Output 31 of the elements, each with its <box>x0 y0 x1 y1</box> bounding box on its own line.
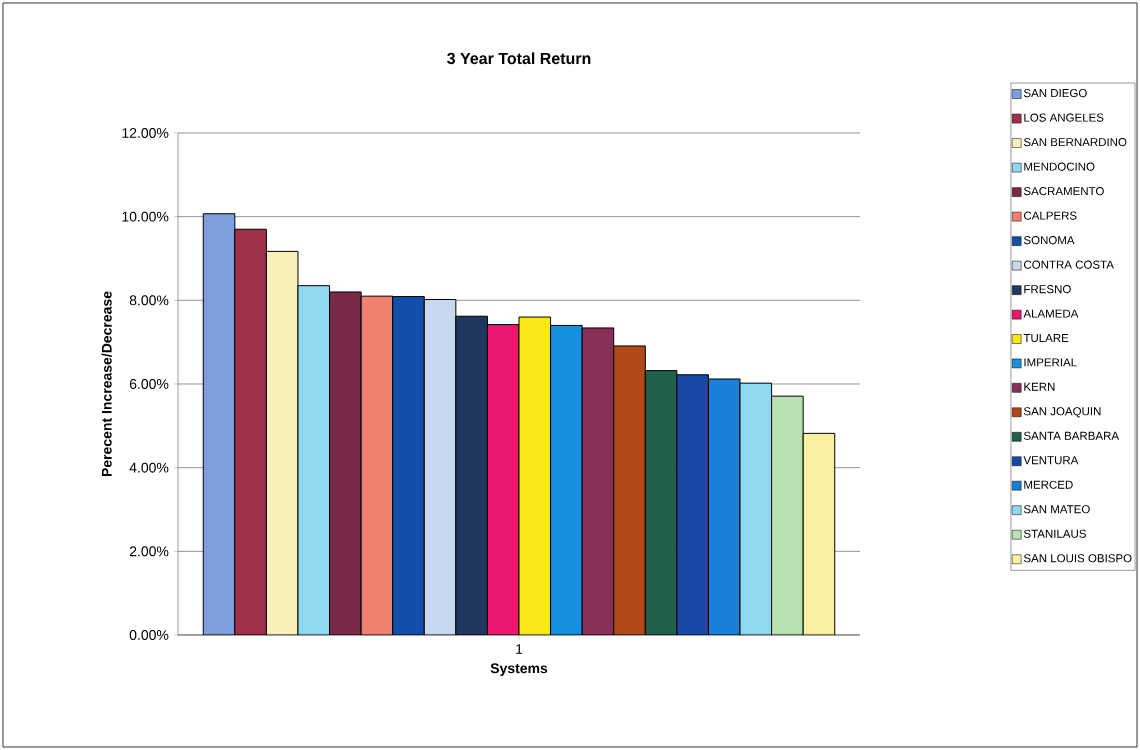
y-tick-label: 12.00% <box>122 128 169 138</box>
y-tick-label: 6.00% <box>129 379 169 389</box>
legend-label: IMPERIAL <box>1024 358 1077 367</box>
y-tick-label: 4.00% <box>129 462 169 473</box>
legend-label: FRESNO <box>1024 285 1071 294</box>
legend-label: SANTA BARBARA <box>1023 431 1120 440</box>
x-tick-label: 1 <box>516 644 523 654</box>
legend-label: MENDOCINO <box>1024 162 1095 171</box>
legend-label: SACRAMENTO <box>1023 187 1104 196</box>
y-axis-title: Perecent Increase/Decrease <box>101 291 112 477</box>
legend-label: MERCED <box>1024 480 1073 489</box>
x-axis-title: Systems <box>490 663 548 676</box>
legend-label: CALPERS <box>1024 211 1077 220</box>
legend-label: SAN JOAQUIN <box>1023 407 1101 418</box>
legend-label: STANILAUS <box>1023 529 1086 538</box>
legend-label: SAN MATEO <box>1023 505 1090 514</box>
legend-label: KERN <box>1024 382 1055 391</box>
legend-label: SONOMA <box>1023 236 1075 245</box>
legend-label: SAN DIEGO <box>1023 88 1087 98</box>
legend-label: CONTRA COSTA <box>1024 260 1114 269</box>
legend-label: VENTURA <box>1023 456 1079 465</box>
chart-title: 3 Year Total Return <box>447 52 591 65</box>
y-tick-label: 2.00% <box>129 546 169 557</box>
legend-label: SAN BERNARDINO <box>1023 138 1127 147</box>
y-tick-label: 0.00% <box>129 630 169 640</box>
legend-label: TULARE <box>1023 334 1069 343</box>
y-tick-label: 8.00% <box>129 295 169 306</box>
legend-label: LOS ANGELES <box>1024 113 1104 122</box>
y-tick-label: 10.00% <box>122 211 169 222</box>
legend-label: ALAMEDA <box>1023 309 1079 318</box>
legend-label: SAN LOUIS OBISPO <box>1023 554 1132 563</box>
